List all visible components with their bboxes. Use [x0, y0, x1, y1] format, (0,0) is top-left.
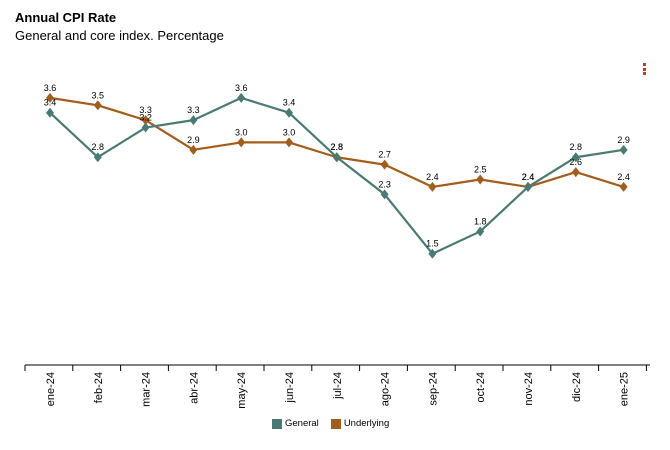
data-point-general[interactable]	[332, 152, 341, 163]
data-label-underlying: 2.8	[331, 142, 344, 152]
x-tick-label: dic-24	[571, 372, 583, 402]
legend-label-underlying: Underlying	[343, 418, 390, 429]
data-point-general[interactable]	[237, 92, 246, 103]
chart-subtitle: General and core index. Percentage	[15, 28, 224, 43]
x-tick-label: ene-24	[45, 372, 57, 406]
legend-swatch-general	[272, 418, 282, 429]
x-tick-label: nov-24	[523, 372, 535, 406]
data-point-underlying[interactable]	[428, 181, 437, 192]
x-tick-label: may-24	[236, 372, 248, 409]
x-tick-label: sep-24	[427, 372, 439, 406]
data-label-underlying: 2.4	[522, 172, 535, 182]
data-label-general: 3.3	[187, 105, 200, 115]
data-point-general[interactable]	[571, 152, 580, 163]
data-label-general: 1.8	[474, 216, 487, 226]
data-label-general: 3.6	[235, 83, 248, 93]
data-label-underlying: 2.7	[378, 150, 391, 160]
x-tick-label: jun-24	[284, 372, 296, 404]
data-label-general: 2.8	[331, 142, 344, 152]
x-tick-label: jul-24	[332, 372, 344, 400]
data-label-underlying: 3.3	[139, 105, 152, 115]
x-tick-label: abr-24	[188, 372, 200, 404]
data-point-general[interactable]	[380, 189, 389, 200]
data-point-underlying[interactable]	[237, 137, 246, 148]
data-label-underlying: 2.5	[474, 165, 487, 175]
data-point-underlying[interactable]	[141, 115, 150, 126]
data-point-underlying[interactable]	[619, 181, 628, 192]
data-point-underlying[interactable]	[46, 92, 54, 103]
data-label-underlying: 3.0	[235, 127, 248, 137]
legend-swatch-underlying	[330, 418, 341, 429]
data-point-general[interactable]	[476, 226, 485, 237]
data-label-underlying: 2.9	[187, 135, 200, 145]
data-point-underlying[interactable]	[571, 167, 580, 178]
data-label-underlying: 3.5	[92, 90, 105, 100]
menu-dots-icon[interactable]	[640, 63, 648, 79]
legend-item-general[interactable]: General	[272, 418, 319, 429]
data-label-underlying: 2.4	[617, 172, 630, 182]
data-label-general: 2.8	[570, 142, 583, 152]
data-label-general: 1.5	[426, 239, 439, 249]
data-label-underlying: 3.6	[44, 83, 57, 93]
data-point-general[interactable]	[524, 181, 532, 192]
data-label-underlying: 3.0	[283, 127, 296, 137]
data-point-general[interactable]	[189, 115, 198, 126]
data-point-underlying[interactable]	[476, 174, 485, 185]
data-point-general[interactable]	[46, 107, 54, 118]
legend-label-general: General	[285, 418, 319, 429]
data-point-underlying[interactable]	[93, 100, 102, 111]
data-point-underlying[interactable]	[189, 144, 198, 155]
x-tick-label: oct-24	[475, 372, 487, 403]
data-point-underlying[interactable]	[285, 137, 293, 148]
data-label-general: 2.9	[617, 135, 630, 145]
data-point-general[interactable]	[285, 107, 293, 118]
data-point-general[interactable]	[428, 248, 437, 259]
data-point-general[interactable]	[93, 152, 102, 163]
legend: General Underlying	[272, 418, 401, 429]
data-label-general: 3.4	[44, 98, 57, 108]
x-tick-label: feb-24	[93, 372, 105, 403]
series-line-general[interactable]	[49, 96, 624, 255]
data-point-general[interactable]	[141, 122, 150, 133]
data-point-underlying[interactable]	[380, 159, 389, 170]
data-label-general: 3.2	[139, 113, 152, 123]
data-label-general: 2.3	[378, 179, 391, 189]
data-point-general[interactable]	[619, 144, 628, 155]
legend-item-underlying[interactable]: Underlying	[330, 418, 390, 429]
x-tick-label: mar-24	[141, 372, 153, 407]
data-label-general: 2.4	[522, 172, 535, 182]
x-tick-label: ago-24	[380, 372, 392, 406]
data-label-general: 3.4	[283, 98, 296, 108]
chart-title: Annual CPI Rate	[15, 10, 117, 25]
data-label-general: 2.8	[92, 142, 105, 152]
data-label-underlying: 2.4	[426, 172, 439, 182]
x-tick-label: ene-25	[619, 372, 631, 406]
